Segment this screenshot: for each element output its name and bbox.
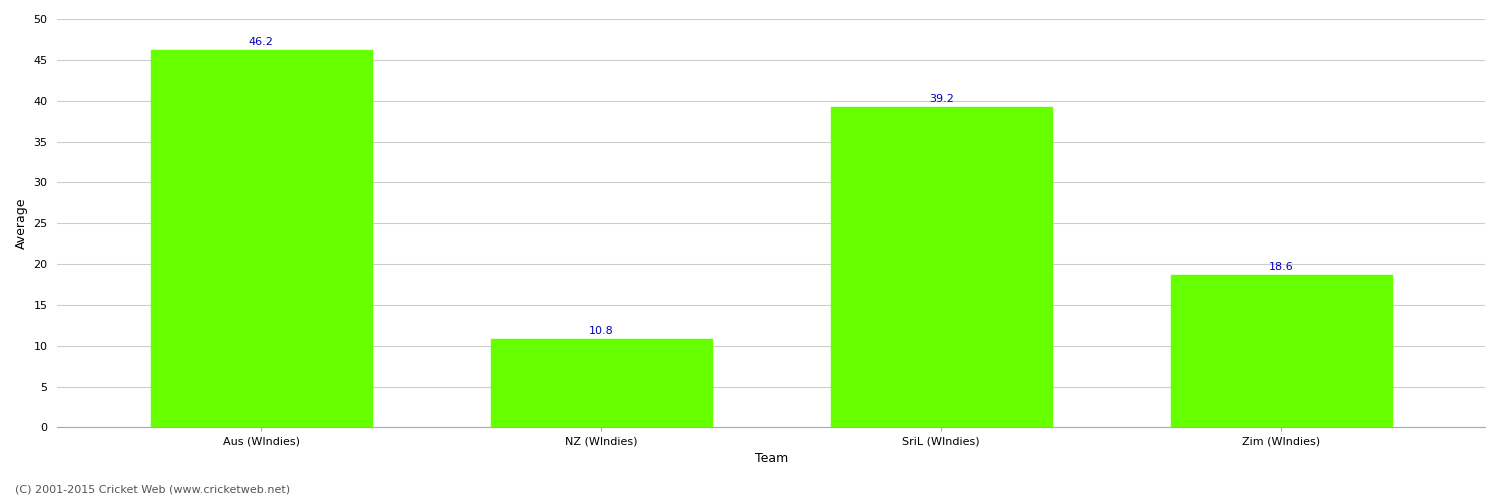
X-axis label: Team: Team <box>754 452 788 465</box>
Bar <box>831 107 1052 428</box>
Text: 46.2: 46.2 <box>249 37 274 47</box>
Text: 18.6: 18.6 <box>1269 262 1293 272</box>
Text: 39.2: 39.2 <box>928 94 954 104</box>
Text: (C) 2001-2015 Cricket Web (www.cricketweb.net): (C) 2001-2015 Cricket Web (www.cricketwe… <box>15 485 290 495</box>
Bar <box>1170 276 1392 428</box>
Bar <box>490 339 711 428</box>
Bar <box>152 50 372 428</box>
Y-axis label: Average: Average <box>15 198 28 249</box>
Text: 10.8: 10.8 <box>590 326 613 336</box>
